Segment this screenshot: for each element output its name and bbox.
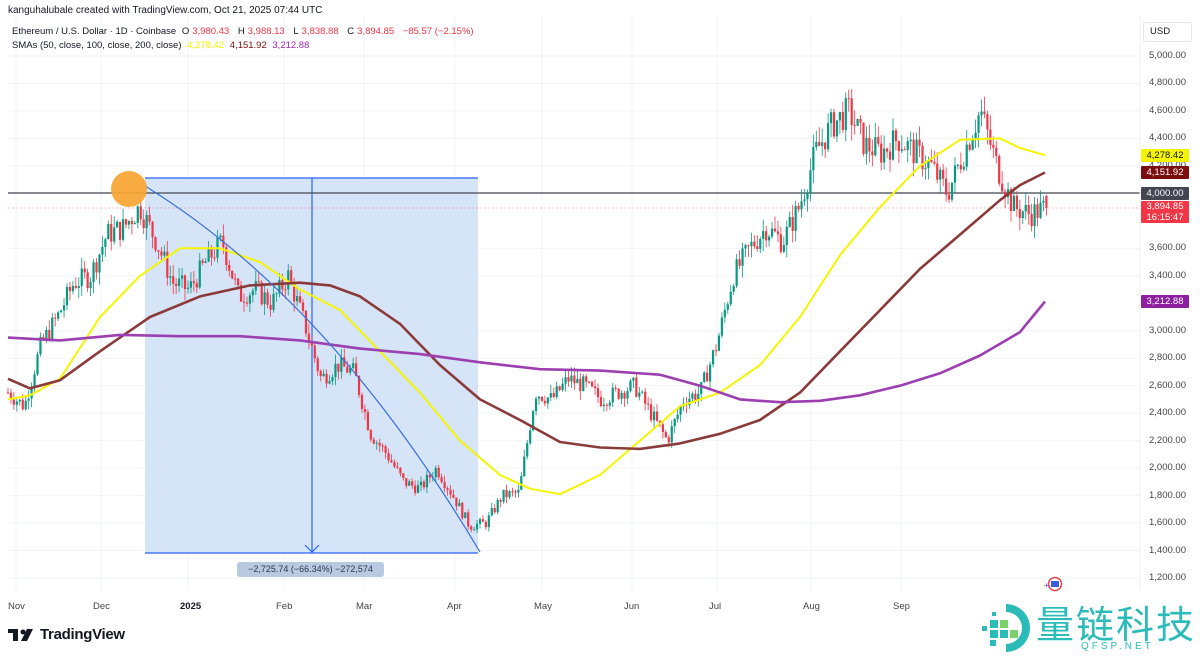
low-label: L 3,838.88 [293, 26, 339, 37]
sma100-value: 4,151.92 [229, 40, 267, 51]
chart-credit: kanguhalubale created with TradingView.c… [8, 5, 323, 16]
descending-arc[interactable] [144, 185, 481, 553]
legend: Ethereum / U.S. Dollar · 1D · Coinbase O… [12, 25, 477, 53]
y-tick-label: 4,200.00 [1149, 160, 1186, 171]
x-tick-label: May [534, 601, 552, 612]
y-tick-label: 2,200.00 [1149, 434, 1186, 446]
y-tick-label: 3,000.00 [1149, 324, 1186, 336]
watermark-en: QFSP.NET [1081, 641, 1154, 652]
sma50-price-tag: 4,278.42 [1141, 149, 1189, 162]
flag-event-icon[interactable]: + [1042, 576, 1064, 592]
sma-line-200[interactable] [7, 300, 1047, 404]
x-tick-label: 2025 [180, 601, 202, 612]
change-value: −85.57 (−2.15%) [402, 26, 474, 37]
watermark: 量链科技 QFSP.NET [978, 598, 1200, 657]
x-tick-label: Mar [356, 601, 373, 612]
y-tick-label: 3,600.00 [1149, 242, 1186, 254]
last-price-value: 3,894.85 [1146, 201, 1184, 212]
y-tick-label: 1,200.00 [1149, 572, 1186, 583]
y-tick-label: 3,400.00 [1149, 269, 1186, 281]
tradingview-logo[interactable]: TradingView [8, 626, 125, 643]
bar-countdown: 16:15:47 [1146, 212, 1184, 223]
open-label: O 3,980.43 [181, 26, 230, 37]
y-tick-label: 4,600.00 [1149, 104, 1186, 116]
x-tick-label: Feb [276, 601, 293, 612]
high-label: H 3,988.13 [237, 26, 285, 37]
y-tick-label: 2,800.00 [1149, 352, 1186, 364]
symbol-title[interactable]: Ethereum / U.S. Dollar · 1D · Coinbase [12, 26, 177, 37]
legend-sma-row: SMAs (50, close, 100, close, 200, close)… [12, 39, 477, 53]
last-price-tag: 3,894.85 16:15:47 [1141, 201, 1189, 223]
svg-text:+: + [1044, 581, 1049, 590]
x-tick-label: Nov [8, 601, 25, 612]
y-tick-label: 2,000.00 [1149, 462, 1186, 474]
x-tick-label: Jul [709, 601, 722, 612]
sma-line-100[interactable] [7, 171, 1046, 451]
sma50-value: 4,278.42 [187, 40, 225, 51]
currency-button[interactable]: USD [1143, 22, 1192, 42]
measure-arrow-head [304, 544, 320, 553]
sma-title[interactable]: SMAs (50, close, 100, close, 200, close) [12, 40, 182, 51]
candlesticks [6, 89, 1048, 534]
sma200-value: 3,212.88 [272, 40, 310, 51]
legend-symbol-row: Ethereum / U.S. Dollar · 1D · Coinbase O… [12, 25, 477, 39]
close-label: C 3,894.85 [347, 26, 395, 37]
measure-label: −2,725.74 (−66.34%) −272,574 [237, 562, 384, 577]
y-tick-label: 4,400.00 [1149, 132, 1186, 144]
top-circle-marker[interactable] [111, 171, 147, 207]
y-tick-label: 1,600.00 [1149, 517, 1186, 529]
x-tick-label: Aug [803, 601, 820, 612]
y-tick-label: 2,600.00 [1149, 379, 1186, 391]
watermark-logo-icon [982, 604, 1030, 652]
watermark-cn: 量链科技 [1036, 603, 1197, 647]
logo-text: TradingView [40, 626, 125, 643]
x-tick-label: Jun [624, 601, 640, 612]
x-tick-label: Dec [93, 601, 110, 612]
y-tick-label: 1,800.00 [1149, 489, 1186, 501]
x-tick-label: Apr [447, 601, 462, 612]
level-price-tag: 4,000.00 [1141, 187, 1189, 200]
sma200-price-tag: 3,212.88 [1141, 295, 1189, 308]
tradingview-logo-icon [8, 628, 33, 641]
x-tick-label: Sep [893, 601, 910, 612]
y-tick-label: 5,000.00 [1149, 50, 1186, 61]
sma100-price-tag: 4,151.92 [1141, 166, 1189, 179]
y-tick-label: 1,400.00 [1149, 544, 1186, 556]
y-tick-label: 4,800.00 [1149, 77, 1186, 89]
moving-averages [7, 137, 1047, 496]
sma-line-50[interactable] [7, 137, 1046, 496]
y-tick-label: 2,400.00 [1149, 407, 1186, 419]
